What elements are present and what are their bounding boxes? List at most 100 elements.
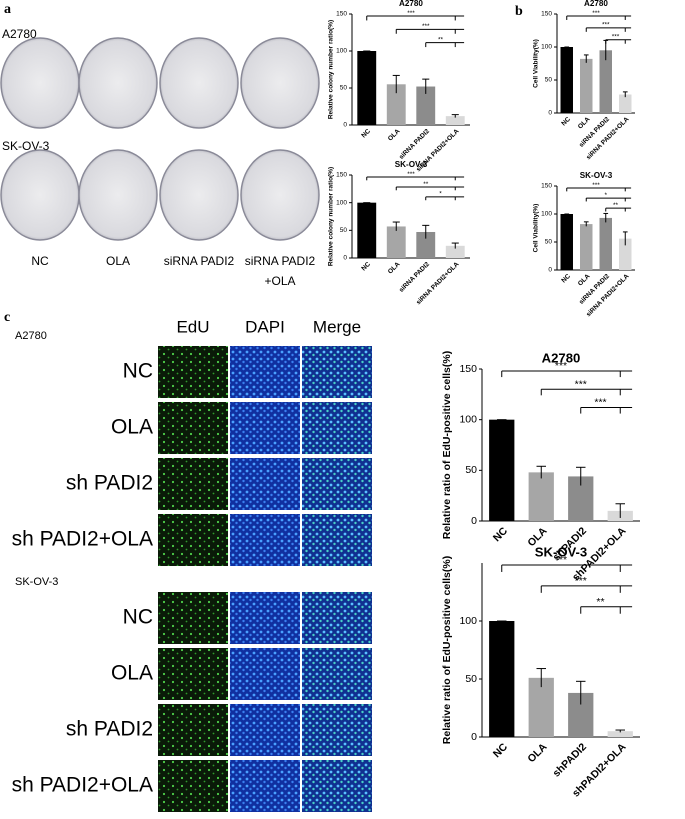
x-tick-label: shPADI2 — [551, 741, 590, 780]
sig-label: * — [439, 191, 442, 198]
bar — [416, 86, 436, 125]
x-tick-label: OLA — [387, 128, 402, 143]
sig-label: *** — [422, 23, 430, 30]
y-tick-label: 50 — [340, 85, 348, 92]
bar — [445, 116, 465, 125]
y-tick-label: 0 — [343, 122, 347, 129]
bar — [528, 472, 554, 521]
bar — [489, 621, 515, 737]
chart-title: A2780 — [542, 350, 581, 365]
bar — [386, 226, 406, 258]
chart-title: SK-OV-3 — [535, 544, 587, 559]
y-tick-label: 150 — [541, 11, 552, 18]
bar — [489, 419, 515, 521]
y-tick-label: 150 — [336, 172, 347, 179]
colony-plate — [78, 149, 158, 241]
y-tick-label: 50 — [465, 464, 477, 476]
micrograph — [158, 592, 228, 644]
micrograph — [302, 514, 372, 566]
x-tick-label: NC — [491, 525, 511, 545]
y-tick-label: 100 — [541, 211, 552, 218]
bar — [445, 245, 465, 258]
sig-label: *** — [555, 554, 567, 566]
group-label: A2780 — [15, 330, 47, 342]
row-label: OLA — [111, 662, 153, 685]
sig-label: *** — [594, 397, 606, 409]
micrograph — [230, 514, 300, 566]
micrograph — [302, 760, 372, 812]
x-tick-label: NC — [491, 741, 511, 761]
chart-title: A2780 — [584, 0, 608, 8]
x-tick-label: NC — [360, 261, 372, 273]
x-tick-label: OLA — [577, 116, 592, 131]
y-axis-label: Cell Viability(%) — [532, 39, 539, 88]
bar — [580, 58, 593, 113]
y-tick-label: 150 — [459, 363, 477, 375]
sig-label: *** — [575, 575, 587, 587]
micrograph — [158, 648, 228, 700]
sig-label: *** — [575, 378, 587, 390]
bar — [560, 214, 573, 270]
colony-plate — [0, 37, 80, 129]
y-axis-label: Relative colony number ratio(%) — [327, 20, 334, 119]
micrograph — [158, 402, 228, 454]
row-label: sh PADI2+OLA — [12, 774, 153, 797]
micrograph — [230, 346, 300, 398]
sig-label: ** — [596, 596, 604, 608]
colony-plate — [159, 37, 239, 129]
sig-label: * — [604, 192, 607, 199]
sig-label: *** — [555, 360, 567, 372]
micrograph — [158, 704, 228, 756]
sig-label: *** — [612, 34, 620, 41]
row-label: NC — [123, 360, 153, 383]
sig-label: *** — [592, 182, 600, 189]
bar — [528, 677, 554, 737]
micrograph — [302, 704, 372, 756]
micrograph — [230, 704, 300, 756]
sig-label: *** — [592, 10, 600, 17]
colony-plate — [159, 149, 239, 241]
chart-title: SK-OV-3 — [580, 171, 613, 180]
panel-letter: c — [4, 310, 10, 325]
micrograph — [230, 592, 300, 644]
x-tick-label: NC — [560, 116, 572, 128]
micrograph — [230, 648, 300, 700]
column-label: OLA — [106, 254, 130, 268]
micrograph — [302, 648, 372, 700]
y-tick-label: 150 — [541, 183, 552, 190]
colony-plate — [0, 149, 80, 241]
y-tick-label: 50 — [340, 227, 348, 234]
channel-label: Merge — [313, 317, 361, 336]
sig-label: *** — [407, 171, 415, 178]
row-label: NC — [123, 606, 153, 629]
sig-label: *** — [407, 10, 415, 17]
y-axis-label: Relative ratio of EdU-positive cells(%) — [441, 351, 453, 539]
row-label: sh PADI2+OLA — [12, 528, 153, 551]
colony-plate — [78, 37, 158, 129]
sig-label: ** — [613, 202, 619, 209]
micrograph — [158, 346, 228, 398]
chart-title: SK-OV-3 — [395, 160, 428, 169]
row-label: OLA — [111, 416, 153, 439]
y-tick-label: 0 — [548, 110, 552, 117]
micrograph — [302, 402, 372, 454]
micrograph — [302, 346, 372, 398]
colony-plate — [240, 149, 320, 241]
bar — [599, 217, 612, 270]
panel-letter: a — [4, 2, 11, 17]
micrograph — [158, 458, 228, 510]
bar — [619, 94, 632, 113]
y-axis-label: Relative colony number ratio(%) — [327, 167, 334, 266]
column-label: siRNA PADI2 — [245, 254, 316, 268]
bar — [416, 231, 436, 258]
colony-plate — [240, 37, 320, 129]
y-tick-label: 100 — [541, 44, 552, 51]
sig-label: ** — [423, 181, 429, 188]
x-tick-label: NC — [560, 273, 572, 285]
micrograph — [230, 402, 300, 454]
group-label: SK-OV-3 — [15, 576, 58, 588]
bar — [386, 84, 406, 125]
channel-label: DAPI — [245, 317, 285, 336]
x-tick-label: OLA — [577, 273, 592, 288]
